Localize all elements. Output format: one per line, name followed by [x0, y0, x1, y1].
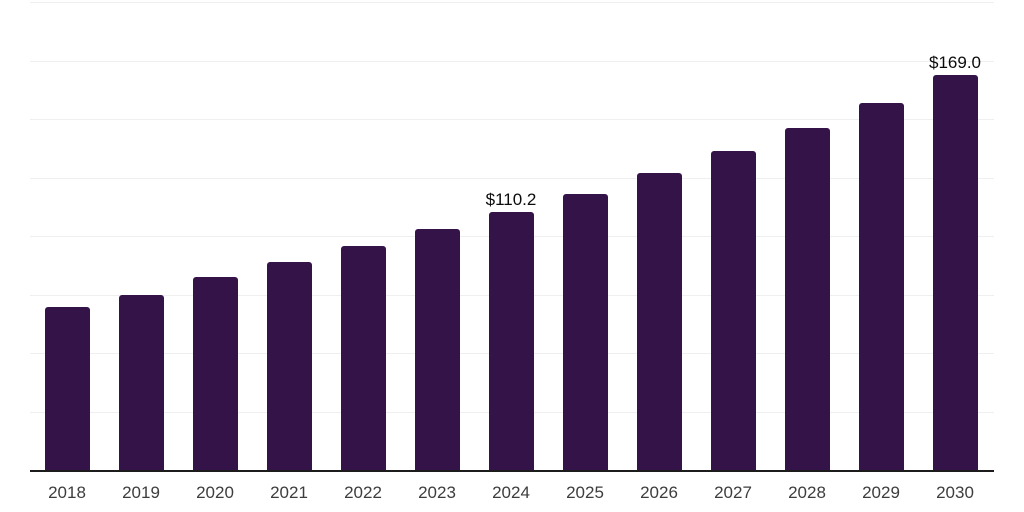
- bar-2019[interactable]: [118, 294, 164, 470]
- gridline: [30, 177, 994, 179]
- bar-2018[interactable]: [44, 307, 90, 470]
- bar-2028[interactable]: [784, 127, 830, 470]
- gridline: [30, 119, 994, 120]
- x-tick-label-2025: 2025: [566, 483, 604, 502]
- bar-group-2020: [178, 2, 252, 470]
- bar-2026[interactable]: [636, 172, 682, 470]
- bar-group-2030: $169.0: [918, 2, 992, 470]
- data-label-2030: $169.0: [929, 52, 981, 72]
- bar-group-2027: [696, 2, 770, 470]
- bar-group-2018: [30, 2, 104, 470]
- bar-group-2026: [622, 2, 696, 470]
- bar-2029[interactable]: [858, 102, 904, 470]
- x-tick-label-2023: 2023: [418, 483, 456, 502]
- bar-group-2022: [326, 2, 400, 470]
- x-axis-labels: 2018 2019 2020 2021 2022 2023 2024 2025 2026 2027…: [30, 483, 992, 503]
- x-tick-label-2021: 2021: [270, 483, 308, 502]
- x-tick-label-2030: 2030: [936, 483, 974, 502]
- bar-group-2028: [770, 2, 844, 470]
- gridline: [30, 2, 994, 3]
- bar-2020[interactable]: [192, 277, 238, 470]
- x-tick-label-2019: 2019: [122, 483, 160, 502]
- bar-2030[interactable]: [932, 74, 978, 470]
- bar-2023[interactable]: [414, 229, 460, 470]
- bar-group-2029: [844, 2, 918, 470]
- data-label-2024: $110.2: [485, 190, 537, 210]
- x-tick-label-2022: 2022: [344, 483, 382, 502]
- x-tick-label-2018: 2018: [48, 483, 86, 502]
- bar-2027[interactable]: [710, 150, 756, 470]
- bars-row: $110.2 $169.0: [30, 2, 992, 470]
- bar-2024[interactable]: [488, 212, 534, 470]
- x-tick-label-2027: 2027: [714, 483, 752, 502]
- x-tick-label-2020: 2020: [196, 483, 234, 502]
- bar-2021[interactable]: [266, 261, 312, 470]
- x-tick-label-2028: 2028: [788, 483, 826, 502]
- x-tick-label-2029: 2029: [862, 483, 900, 502]
- bar-group-2021: [252, 2, 326, 470]
- x-tick-label-2024: 2024: [492, 483, 530, 502]
- gridline: [30, 60, 994, 62]
- bar-2022[interactable]: [340, 245, 386, 470]
- bar-group-2023: [400, 2, 474, 470]
- bar-2025[interactable]: [562, 193, 608, 470]
- x-tick-label-2026: 2026: [640, 483, 678, 502]
- bar-group-2024: $110.2: [474, 2, 548, 470]
- bar-group-2019: [104, 2, 178, 470]
- x-axis-line: [30, 470, 994, 472]
- bar-group-2025: [548, 2, 622, 470]
